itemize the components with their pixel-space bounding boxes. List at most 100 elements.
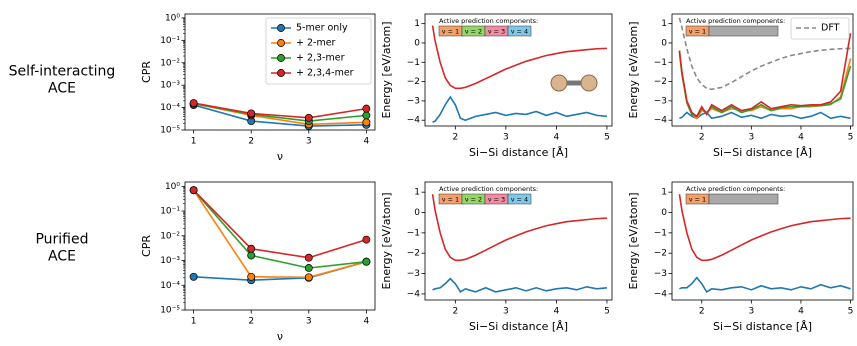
- component-label: ν = 3: [488, 28, 505, 36]
- marker: [304, 113, 313, 122]
- annotation-title: Active prediction components:: [439, 17, 538, 25]
- marker: [362, 257, 371, 266]
- x-tick-label: 5: [604, 133, 610, 143]
- series-line: [678, 17, 851, 91]
- panel: −4 −3 −2 −1 0 1 2 3 4 5 Si−Si distance [Å] Energy […: [627, 181, 854, 333]
- x-axis-label: ν: [277, 150, 283, 163]
- panel: 10⁻⁵ 10⁻⁴ 10⁻³ 10⁻² 10⁻¹ 10⁰ 1 2 3 4 ν CPR: [140, 181, 376, 343]
- x-tick-label: 3: [306, 137, 312, 147]
- row-label: Self-interacting: [9, 64, 116, 80]
- y-tick-label: 10⁻⁵: [160, 126, 180, 136]
- component-label: ν = 4: [511, 196, 528, 204]
- inactive-segment: [708, 193, 779, 205]
- marker: [362, 118, 371, 127]
- y-tick-label: −1: [654, 228, 667, 238]
- series-line: [431, 25, 607, 90]
- marker: [304, 264, 313, 272]
- atom: [550, 74, 568, 92]
- y-tick-label: 10⁻²: [160, 58, 180, 68]
- annotation-title: Active prediction components:: [686, 17, 785, 25]
- x-tick-label: 5: [848, 307, 854, 317]
- component-segment: [507, 25, 532, 37]
- y-tick-label: 1: [414, 19, 420, 29]
- legend-label: + 2-mer: [296, 38, 336, 49]
- y-axis-label: CPR: [140, 61, 153, 83]
- x-tick-label: 1: [191, 137, 197, 147]
- series-line: [678, 33, 852, 118]
- x-tick-label: 2: [452, 133, 458, 143]
- panel: −4 −3 −2 −1 0 1 2 3 4 5 Si−Si distance [Å] Energy […: [627, 13, 854, 159]
- panel: −4 −3 −2 −1 0 1 2 3 4 5 Si−Si distance [Å] Energy […: [380, 181, 613, 333]
- y-tick-label: −3: [654, 269, 667, 279]
- y-tick-label: −3: [654, 96, 667, 106]
- y-tick-label: −3: [407, 96, 420, 106]
- y-tick-label: 1: [661, 19, 667, 29]
- marker: [362, 111, 371, 120]
- marker: [189, 272, 198, 281]
- marker: [304, 273, 313, 282]
- x-axis-label: Si−Si distance [Å]: [469, 146, 568, 159]
- component-label: ν = 2: [465, 196, 482, 204]
- plot-area: [184, 181, 376, 311]
- x-tick-label: 3: [748, 307, 754, 317]
- series-line: [679, 276, 851, 293]
- marker: [247, 272, 256, 281]
- annotation-title: Active prediction components:: [686, 185, 785, 193]
- legend-label: 5-mer only: [296, 23, 348, 34]
- marker: [247, 244, 256, 253]
- y-tick-label: 10⁻²: [160, 231, 180, 241]
- y-tick-label: 10⁻⁵: [160, 306, 180, 316]
- x-tick-label: 2: [699, 307, 705, 317]
- x-tick-label: 2: [699, 133, 705, 143]
- y-tick-label: 10⁻³: [160, 81, 180, 91]
- x-tick-label: 3: [503, 133, 509, 143]
- y-tick-label: −2: [654, 249, 667, 259]
- y-tick-label: −1: [407, 58, 420, 68]
- component-label: ν = 1: [442, 196, 459, 204]
- y-tick-label: −3: [407, 269, 420, 279]
- component-label: ν = 1: [689, 196, 706, 204]
- row-label: ACE: [48, 81, 76, 97]
- legend-marker: [277, 54, 285, 62]
- marker: [362, 104, 371, 113]
- series-group: [431, 25, 608, 123]
- x-tick-label: 4: [798, 307, 804, 317]
- panel: 10⁻⁵ 10⁻⁴ 10⁻³ 10⁻² 10⁻¹ 10⁰ 1 2 3 4 ν CPR 5-mer onl…: [140, 13, 376, 163]
- x-tick-label: 4: [363, 317, 369, 327]
- y-tick-label: 10⁻³: [160, 256, 180, 266]
- legend-marker: [277, 39, 285, 47]
- component-label: ν = 2: [465, 28, 482, 36]
- component-label: ν = 1: [442, 28, 459, 36]
- annotation-title: Active prediction components:: [439, 185, 538, 193]
- x-tick-label: 3: [748, 133, 754, 143]
- atom: [580, 74, 598, 92]
- y-tick-label: 10⁻⁴: [160, 103, 180, 113]
- x-axis-label: ν: [277, 330, 283, 343]
- y-tick-label: 1: [414, 188, 420, 198]
- y-tick-label: 10⁻¹: [160, 36, 180, 46]
- marker: [247, 251, 256, 260]
- x-tick-label: 5: [848, 133, 854, 143]
- series-line: [432, 277, 608, 293]
- marker: [247, 109, 256, 118]
- series-line: [432, 95, 608, 123]
- legend-marker: [277, 24, 285, 32]
- x-tick-label: 3: [306, 317, 312, 327]
- legend-label: DFT: [821, 23, 840, 34]
- panel: −4 −3 −2 −1 0 1 2 3 4 5 Si−Si distance [Å] Energy […: [380, 13, 613, 159]
- marker: [189, 99, 198, 107]
- y-tick-label: −1: [407, 228, 420, 238]
- component-segment: [507, 193, 532, 205]
- y-axis-label: Energy [eV/atom]: [627, 192, 640, 289]
- y-axis-label: Energy [eV/atom]: [627, 21, 640, 118]
- y-tick-label: −2: [654, 77, 667, 87]
- series-group: [678, 17, 852, 120]
- y-axis-label: Energy [eV/atom]: [380, 21, 393, 118]
- legend-box: [790, 17, 850, 40]
- marker: [304, 253, 313, 262]
- x-axis-label: Si−Si distance [Å]: [713, 320, 812, 333]
- series-group: [189, 99, 371, 131]
- y-tick-label: −2: [407, 249, 420, 259]
- component-label: ν = 3: [488, 196, 505, 204]
